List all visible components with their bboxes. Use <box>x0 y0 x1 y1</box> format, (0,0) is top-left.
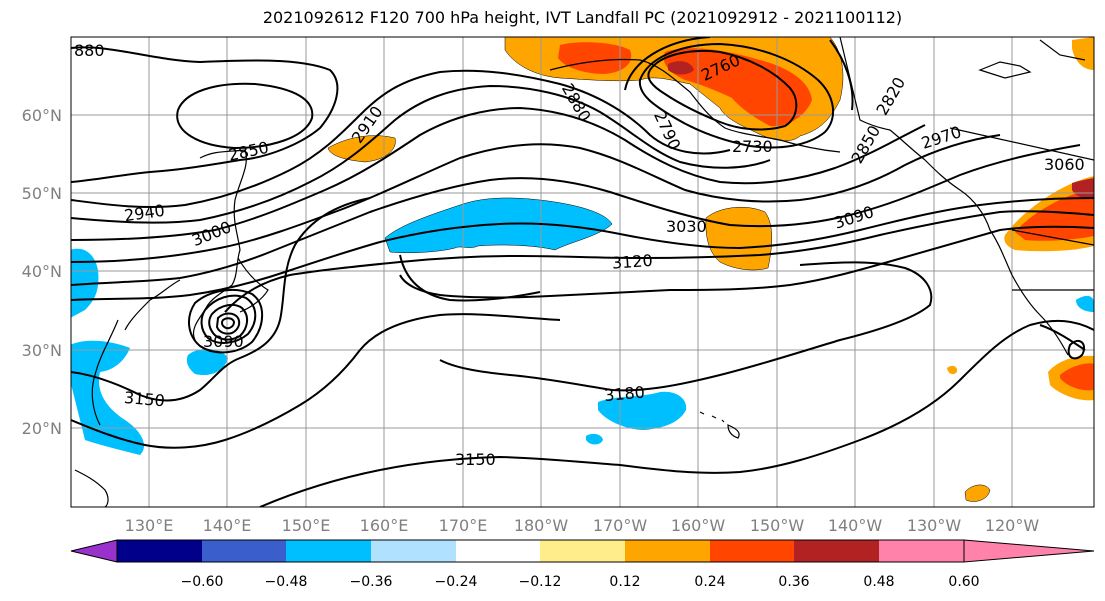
colorbar-swatch <box>202 540 286 562</box>
lon-tick-label: 150°E <box>282 516 331 535</box>
colorbar-tick-label: 0.48 <box>863 574 894 590</box>
colorbar-outline <box>116 539 965 563</box>
lon-tick-label: 130°W <box>907 516 962 535</box>
lon-tick-label: 150°W <box>750 516 805 535</box>
lat-tick-label: 20°N <box>22 419 62 438</box>
lon-tick-label: 180°W <box>514 516 569 535</box>
lon-tick-label: 160°W <box>671 516 726 535</box>
colorbar-swatch <box>540 540 625 562</box>
lon-tick-label: 140°W <box>828 516 883 535</box>
colorbar: −0.60 −0.48 −0.36 −0.24 −0.12 0.12 0.24 … <box>70 539 1095 590</box>
contour-label: 3090 <box>203 332 244 351</box>
lon-tick-label: 140°E <box>203 516 252 535</box>
lon-tick-label: 170°W <box>593 516 648 535</box>
lon-axis: 130°E 140°E 150°E 160°E 170°E 180°W 170°… <box>125 516 1040 535</box>
contour-label: 880 <box>74 41 105 60</box>
lon-tick-label: 130°E <box>125 516 174 535</box>
colorbar-swatch <box>117 540 202 562</box>
contour-label: 3150 <box>123 388 165 410</box>
height-contours <box>71 37 1094 507</box>
lat-tick-label: 30°N <box>22 341 62 360</box>
colorbar-swatch <box>371 540 456 562</box>
colorbar-tick-label: 0.24 <box>694 574 725 590</box>
colorbar-tick-label: 0.60 <box>948 574 979 590</box>
colorbar-tick-label: −0.36 <box>350 574 393 590</box>
colorbar-swatch <box>710 540 794 562</box>
lon-tick-label: 120°W <box>985 516 1040 535</box>
colorbar-swatch <box>286 540 371 562</box>
colorbar-extend-min <box>70 539 118 563</box>
colorbar-tick-label: 0.12 <box>609 574 640 590</box>
map-gridlines <box>71 37 1094 507</box>
colorbar-tick-label: −0.48 <box>265 574 308 590</box>
colorbar-tick-label: −0.24 <box>435 574 478 590</box>
colorbar-swatch <box>456 540 540 562</box>
contour-label: 3180 <box>603 383 645 405</box>
contour-label: 3150 <box>455 450 496 469</box>
colorbar-tick-label: 0.36 <box>778 574 809 590</box>
colorbar-tick-label: −0.12 <box>519 574 562 590</box>
colorbar-swatch <box>794 540 879 562</box>
colorbar-tick-label: −0.60 <box>181 574 224 590</box>
colorbar-extend-max <box>963 539 1095 563</box>
contour-label: 2730 <box>732 137 773 156</box>
map-title: 2021092612 F120 700 hPa height, IVT Land… <box>262 8 903 27</box>
lat-tick-label: 60°N <box>22 106 62 125</box>
colorbar-swatch <box>879 540 964 562</box>
contour-label: 3120 <box>611 251 653 273</box>
lon-tick-label: 160°E <box>360 516 409 535</box>
contour-label: 3060 <box>1044 155 1085 174</box>
colorbar-swatch <box>625 540 710 562</box>
contour-label: 3030 <box>666 217 707 236</box>
lon-tick-label: 170°E <box>439 516 488 535</box>
map-border <box>70 36 1095 508</box>
lat-tick-label: 40°N <box>22 262 62 281</box>
lat-axis: 60°N 50°N 40°N 30°N 20°N <box>22 106 62 438</box>
lat-tick-label: 50°N <box>22 184 62 203</box>
